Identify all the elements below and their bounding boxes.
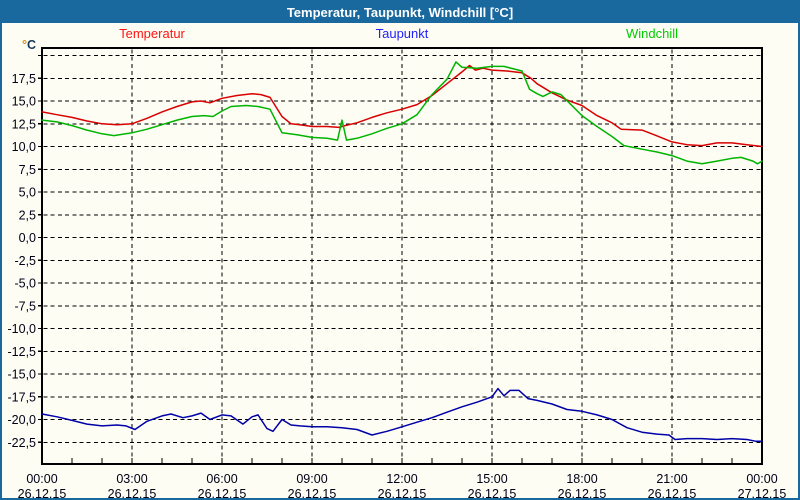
y-axis-unit-label: °C [2,38,36,52]
y-tick-label: -5,0 [14,277,36,291]
y-tick-label: 5,0 [19,186,36,200]
legend-item-windchill: Windchill [625,26,679,41]
x-tick-date-label: 26.12.15 [648,487,697,500]
y-tick-label: -15,0 [8,368,37,382]
x-tick-time-label: 15:00 [476,472,507,486]
x-tick-date-label: 26.12.15 [468,487,517,500]
x-tick-time-label: 00:00 [746,472,777,486]
x-tick-time-label: 18:00 [566,472,597,486]
celsius-letter: C [26,38,36,52]
title-bar: Temperatur, Taupunkt, Windchill [°C] [2,2,798,23]
y-tick-label: 12,5 [12,117,36,131]
y-tick-label: 15,0 [12,95,36,109]
x-tick-date-label: 26.12.15 [18,487,67,500]
legend-item-temperatur: Temperatur [119,26,185,41]
x-tick-date-label: 26.12.15 [288,487,337,500]
series-line-temperatur [41,64,763,148]
y-tick-label: 7,5 [19,163,36,177]
y-tick-label: -10,0 [8,322,37,336]
series-line-windchill [41,61,763,165]
plot-border [41,47,763,465]
degree-symbol: ° [21,38,27,52]
x-tick-time-label: 00:00 [26,472,57,486]
y-tick-label: 2,5 [19,208,36,222]
x-tick-date-label: 26.12.15 [558,487,607,500]
y-tick-label: -12,5 [8,345,37,359]
y-tick-label: -17,5 [8,390,37,404]
y-tick-label: 0,0 [19,231,36,245]
x-tick-date-label: 27.12.15 [738,487,787,500]
x-tick-date-label: 26.12.15 [108,487,157,500]
y-tick-label: -22,5 [8,436,37,450]
y-tick-label: -2,5 [14,254,36,268]
x-tick-time-label: 21:00 [656,472,687,486]
y-tick-label: 10,0 [12,140,36,154]
y-tick-label: -20,0 [8,413,37,427]
x-tick-date-label: 26.12.15 [378,487,427,500]
x-tick-time-label: 06:00 [206,472,237,486]
x-tick-time-label: 12:00 [386,472,417,486]
legend-item-taupunkt: Taupunkt [375,26,429,41]
x-tick-time-label: 03:00 [116,472,147,486]
x-tick-date-label: 26.12.15 [198,487,247,500]
window-title: Temperatur, Taupunkt, Windchill [°C] [286,5,514,20]
y-tick-label: -7,5 [14,299,36,313]
series-line-taupunkt [41,387,763,443]
y-tick-label: 17,5 [12,72,36,86]
x-tick-time-label: 09:00 [296,472,327,486]
